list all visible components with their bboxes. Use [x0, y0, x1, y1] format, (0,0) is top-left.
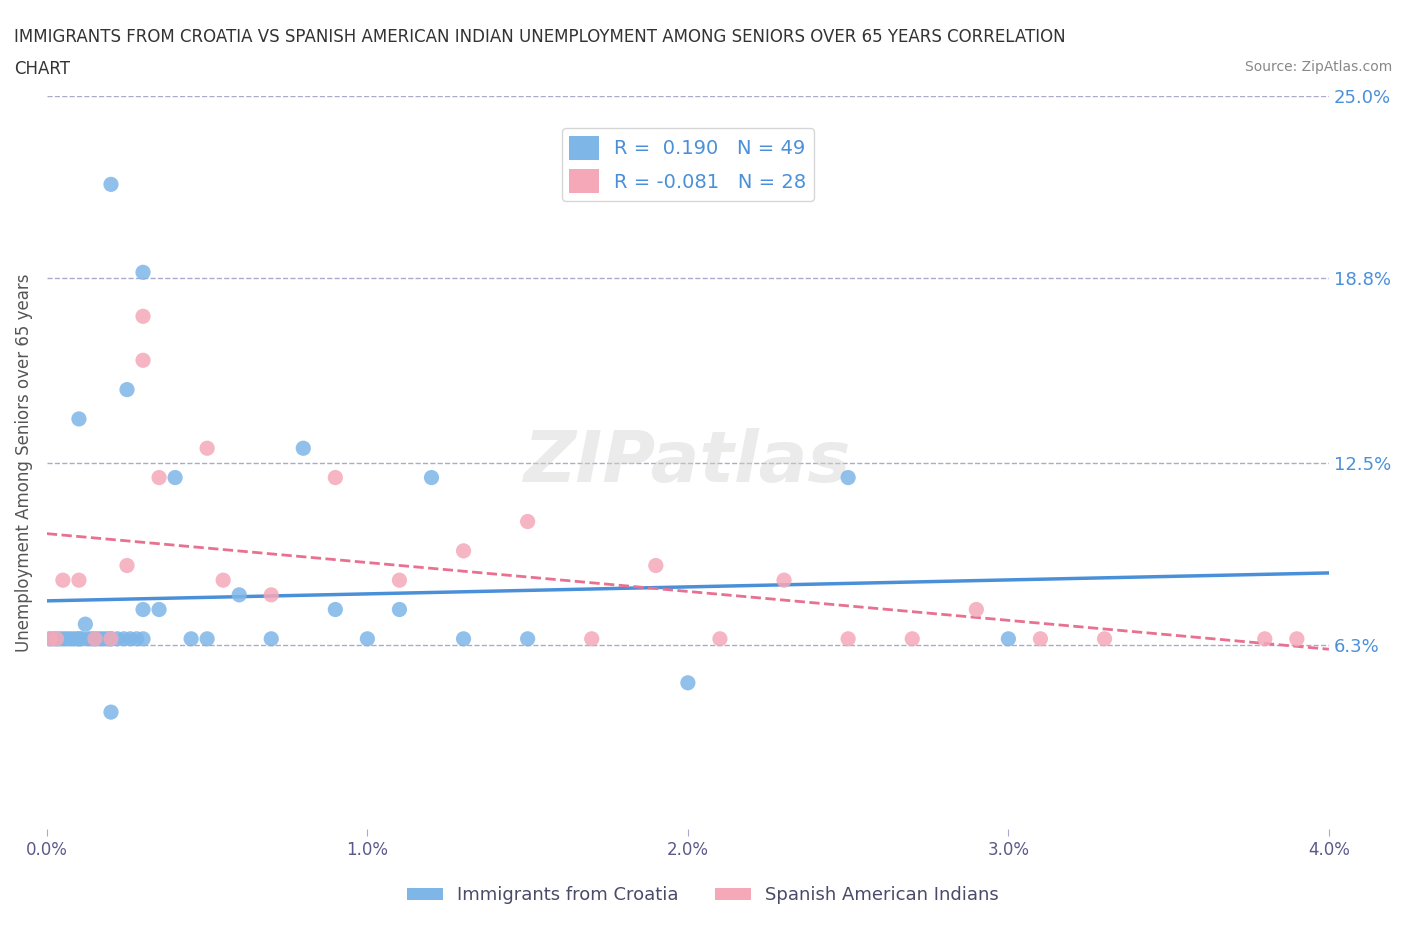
Point	[148, 471, 170, 485]
Point	[195, 631, 218, 646]
Point	[1285, 631, 1308, 646]
Point	[84, 631, 107, 646]
Point	[453, 631, 475, 646]
Point	[100, 631, 122, 646]
Point	[965, 602, 987, 617]
Point	[115, 382, 138, 397]
Point	[67, 411, 90, 426]
Legend: R =  0.190   N = 49, R = -0.081   N = 28: R = 0.190 N = 49, R = -0.081 N = 28	[561, 128, 814, 201]
Point	[676, 675, 699, 690]
Point	[516, 514, 538, 529]
Point	[67, 573, 90, 588]
Y-axis label: Unemployment Among Seniors over 65 years: Unemployment Among Seniors over 65 years	[15, 273, 32, 652]
Point	[388, 573, 411, 588]
Point	[80, 631, 103, 646]
Point	[39, 631, 62, 646]
Point	[77, 631, 100, 646]
Point	[62, 631, 84, 646]
Point	[70, 631, 93, 646]
Point	[48, 631, 70, 646]
Point	[420, 471, 443, 485]
Point	[837, 631, 859, 646]
Point	[709, 631, 731, 646]
Point	[260, 588, 283, 603]
Text: ZIPatlas: ZIPatlas	[524, 429, 852, 498]
Point	[148, 602, 170, 617]
Point	[388, 602, 411, 617]
Point	[997, 631, 1019, 646]
Point	[260, 631, 283, 646]
Point	[581, 631, 603, 646]
Point	[105, 631, 128, 646]
Point	[837, 471, 859, 485]
Point	[100, 177, 122, 192]
Point	[42, 631, 65, 646]
Point	[132, 602, 155, 617]
Text: Source: ZipAtlas.com: Source: ZipAtlas.com	[1244, 60, 1392, 74]
Point	[52, 631, 75, 646]
Point	[75, 617, 97, 631]
Point	[773, 573, 796, 588]
Point	[65, 631, 87, 646]
Point	[1094, 631, 1116, 646]
Point	[356, 631, 378, 646]
Point	[228, 588, 250, 603]
Point	[1254, 631, 1277, 646]
Point	[39, 631, 62, 646]
Point	[212, 573, 235, 588]
Text: CHART: CHART	[14, 60, 70, 78]
Point	[84, 631, 107, 646]
Point	[125, 631, 148, 646]
Point	[516, 631, 538, 646]
Point	[97, 631, 120, 646]
Point	[45, 631, 67, 646]
Point	[93, 631, 115, 646]
Point	[901, 631, 924, 646]
Point	[52, 573, 75, 588]
Point	[1029, 631, 1052, 646]
Point	[180, 631, 202, 646]
Point	[292, 441, 315, 456]
Point	[325, 602, 347, 617]
Text: IMMIGRANTS FROM CROATIA VS SPANISH AMERICAN INDIAN UNEMPLOYMENT AMONG SENIORS OV: IMMIGRANTS FROM CROATIA VS SPANISH AMERI…	[14, 28, 1066, 46]
Point	[132, 309, 155, 324]
Point	[67, 631, 90, 646]
Point	[453, 543, 475, 558]
Point	[115, 558, 138, 573]
Point	[120, 631, 142, 646]
Point	[132, 631, 155, 646]
Point	[55, 631, 77, 646]
Point	[100, 631, 122, 646]
Point	[325, 471, 347, 485]
Legend: Immigrants from Croatia, Spanish American Indians: Immigrants from Croatia, Spanish America…	[399, 879, 1007, 911]
Point	[165, 471, 187, 485]
Point	[132, 352, 155, 367]
Point	[45, 631, 67, 646]
Point	[112, 631, 135, 646]
Point	[67, 631, 90, 646]
Point	[58, 631, 80, 646]
Point	[195, 441, 218, 456]
Point	[100, 631, 122, 646]
Point	[90, 631, 112, 646]
Point	[644, 558, 666, 573]
Point	[132, 265, 155, 280]
Point	[100, 705, 122, 720]
Point	[87, 631, 110, 646]
